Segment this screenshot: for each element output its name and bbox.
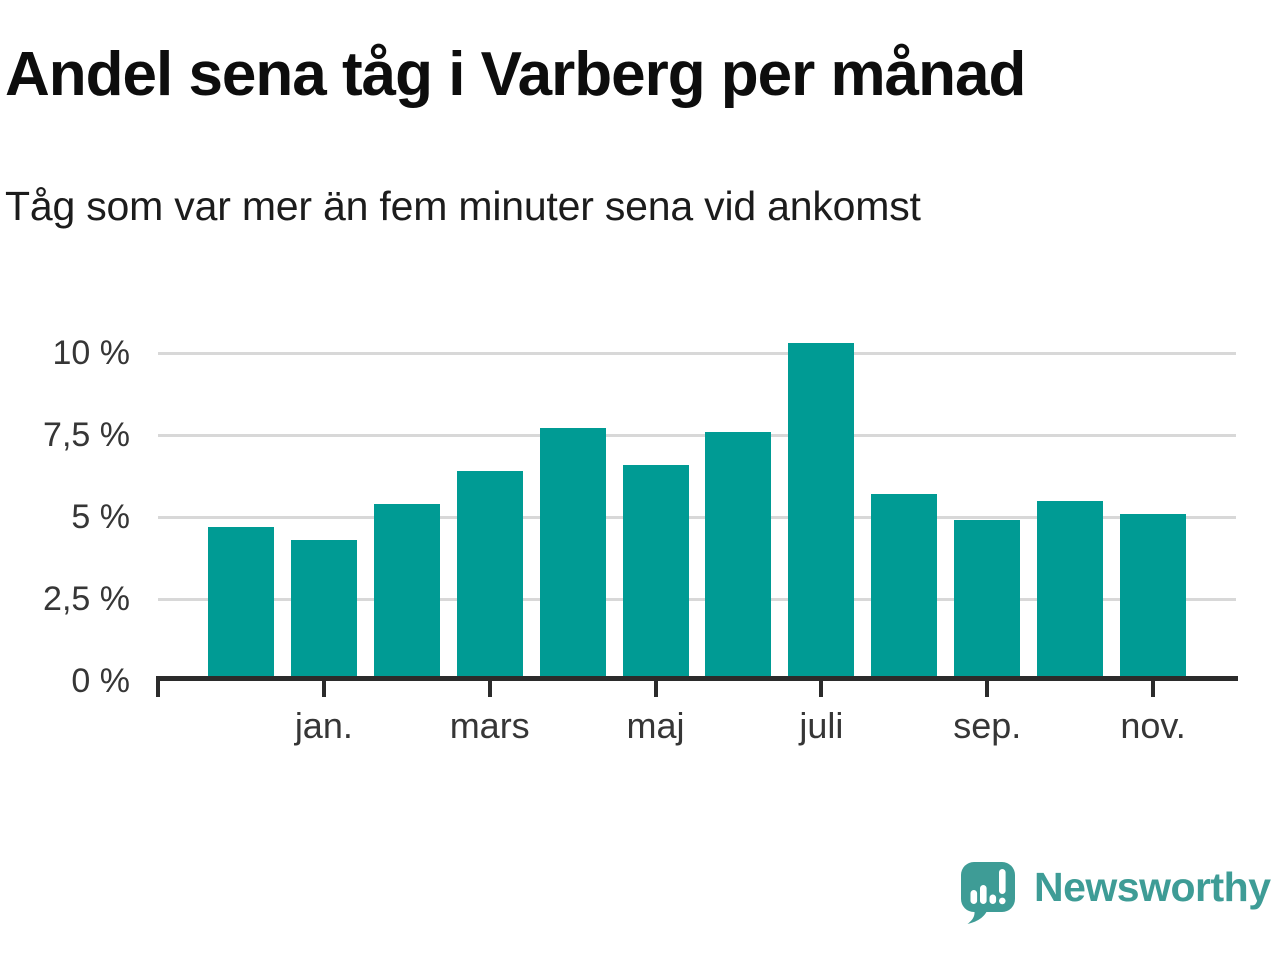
x-tick-label: maj	[626, 705, 685, 746]
bar-mars	[456, 471, 523, 681]
bar-apr	[539, 428, 606, 681]
bar-okt	[1037, 500, 1104, 681]
newsworthy-logo: Newsworthy	[958, 858, 1280, 930]
x-tick-mark	[321, 679, 326, 697]
chart-subtitle: Tåg som var mer än fem minuter sena vid …	[5, 183, 921, 229]
y-tick-label: 5 %	[71, 498, 130, 536]
bar-jun	[705, 431, 772, 681]
x-tick-label: jan.	[294, 705, 353, 746]
x-tick-label: mars	[449, 705, 530, 746]
bar-aug	[871, 494, 938, 681]
chart-title: Andel sena tåg i Varberg per månad	[5, 40, 1026, 109]
x-tick-mark	[487, 679, 492, 697]
x-axis-line	[156, 676, 1238, 681]
bar-juli	[788, 343, 855, 681]
x-tick-mark	[985, 679, 990, 697]
x-tick-mark	[819, 679, 824, 697]
x-tick-mark	[1151, 679, 1156, 697]
bar-sep	[954, 520, 1021, 681]
y-tick-label: 7,5 %	[43, 416, 130, 454]
bar-nov	[1120, 513, 1187, 681]
gridline-5	[158, 516, 1236, 519]
gridline-2,5	[158, 598, 1236, 601]
x-tick-label: sep.	[953, 705, 1022, 746]
gridline-7,5	[158, 434, 1236, 437]
newsworthy-wordmark: Newsworthy	[1034, 864, 1271, 910]
y-tick-label: 10 %	[52, 334, 131, 372]
x-tick-label: nov.	[1120, 705, 1186, 746]
newsworthy-speech-bubble-chart-icon	[961, 862, 1015, 924]
x-tick-mark	[156, 679, 160, 697]
y-tick-label: 2,5 %	[43, 580, 130, 618]
bar-jan	[290, 539, 357, 681]
x-tick-label: juli	[799, 705, 844, 746]
bar-maj	[622, 464, 689, 681]
bar-dec	[207, 526, 274, 681]
x-tick-mark	[653, 679, 658, 697]
bar-feb	[373, 503, 440, 681]
gridline-10	[158, 352, 1236, 355]
y-tick-label: 0 %	[71, 662, 130, 700]
